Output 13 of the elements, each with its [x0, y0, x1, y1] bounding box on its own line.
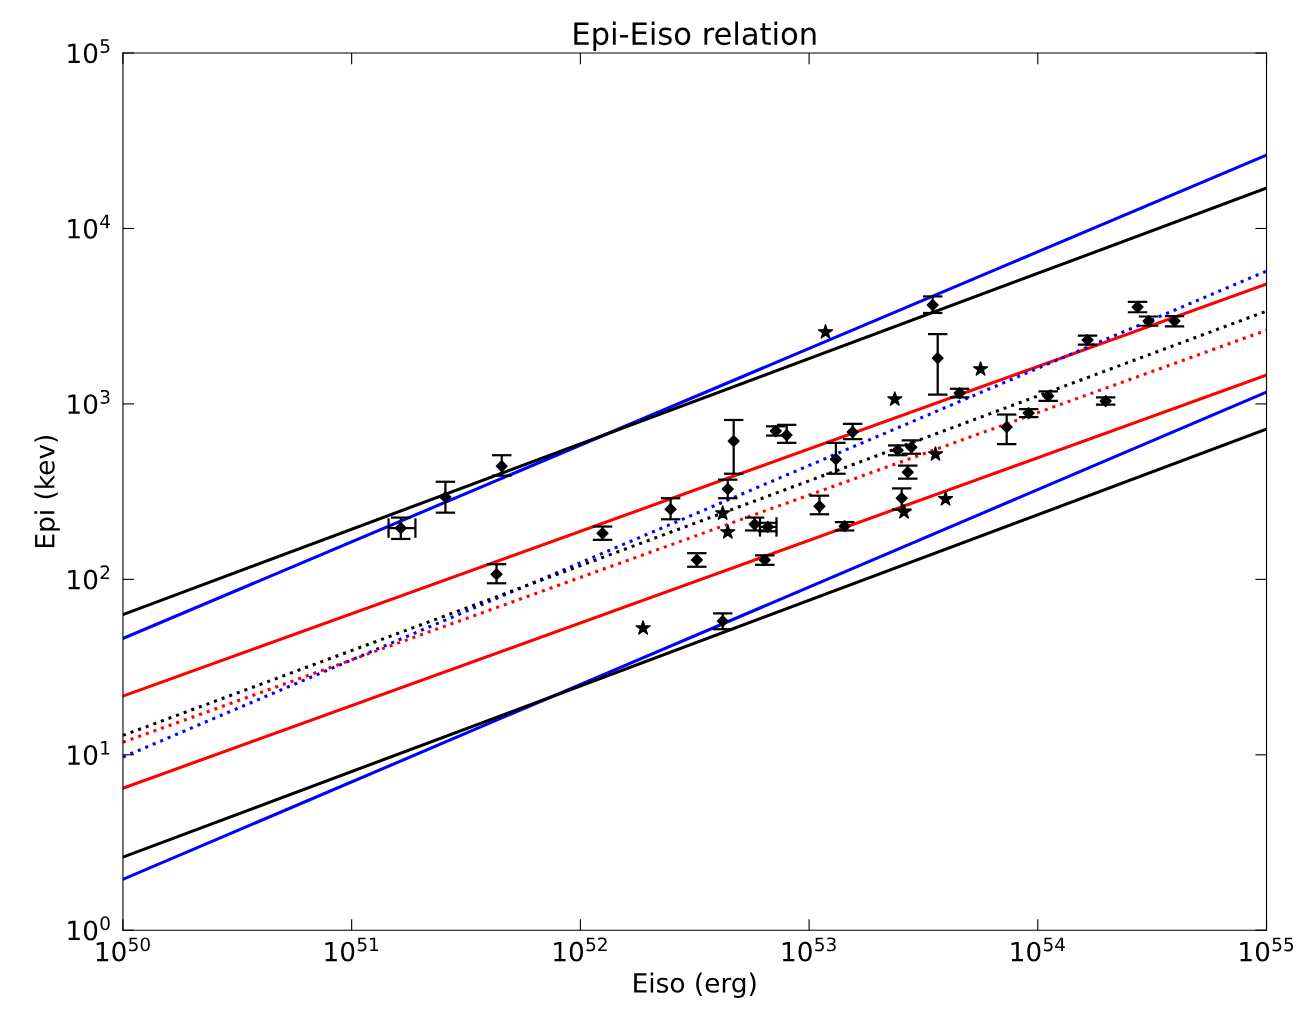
y-tick-label: 10$^{5}$ — [68, 39, 110, 64]
x-tick-label: 10$^{55}$ — [1240, 937, 1294, 962]
x-tick-label: 10$^{54}$ — [1011, 937, 1065, 962]
x-tick-label: 10$^{51}$ — [325, 937, 379, 962]
y-tick-label: 10$^{1}$ — [68, 741, 110, 766]
x-axis-title: Eiso (erg) — [634, 972, 756, 998]
y-tick-label: 10$^{3}$ — [68, 389, 110, 415]
chart-title: Epi-Eiso relation — [574, 21, 816, 52]
y-tick-label: 10$^{2}$ — [68, 565, 110, 590]
y-axis-title: Epi (kev) — [34, 435, 60, 548]
x-tick-label: 10$^{52}$ — [554, 937, 607, 962]
x-tick-label: 10$^{53}$ — [782, 937, 836, 962]
y-tick-label: 10$^{4}$ — [68, 214, 110, 239]
